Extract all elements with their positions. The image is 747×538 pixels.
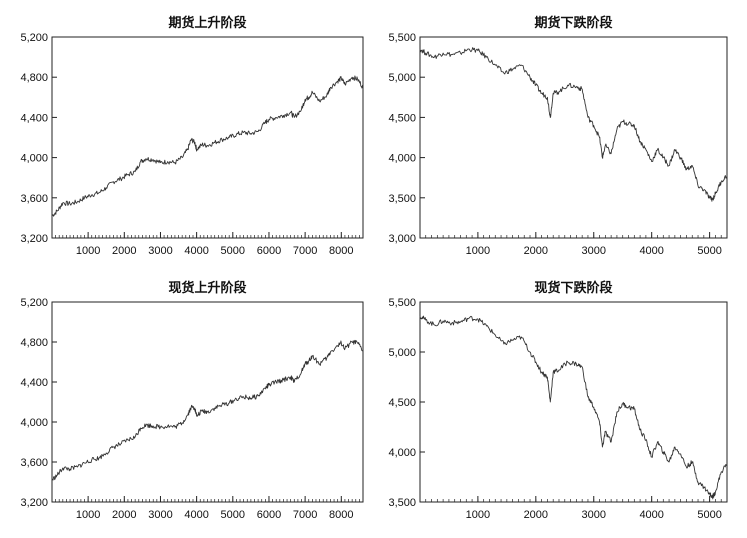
y-tick-label: 3,200 — [20, 233, 48, 245]
plot-frame — [51, 36, 364, 239]
x-tick-label: 5000 — [697, 509, 721, 521]
y-tick-label: 4,000 — [20, 153, 48, 165]
y-tick-label: 4,500 — [388, 397, 416, 409]
x-tick-label: 8000 — [329, 245, 353, 257]
x-tick-label: 2000 — [112, 245, 136, 257]
y-tick-label: 4,000 — [20, 417, 48, 429]
y-tick-label: 5,200 — [20, 32, 48, 44]
chart-title: 现货下跌阶段 — [534, 280, 612, 296]
y-tick-label: 3,600 — [20, 457, 48, 469]
y-tick-label: 5,500 — [388, 297, 416, 309]
y-tick-label: 4,800 — [20, 337, 48, 349]
y-tick-label: 3,200 — [20, 497, 48, 509]
y-tick-label: 3,500 — [388, 193, 416, 205]
x-tick-label: 5000 — [221, 509, 245, 521]
x-tick-label: 1000 — [466, 245, 490, 257]
y-tick-label: 5,200 — [20, 297, 48, 309]
series-line — [51, 339, 364, 481]
y-tick-label: 4,500 — [388, 112, 416, 124]
chart-panel-1: 期货上升阶段 1000 2000 3000 4000 5000 6000 7000 8000 3,… — [20, 15, 364, 257]
x-tick-label: 4000 — [184, 245, 208, 257]
y-tick-label: 5,000 — [388, 72, 416, 84]
x-tick-label: 5000 — [697, 245, 721, 257]
y-tick-label: 3,500 — [388, 497, 416, 509]
x-tick-label: 6000 — [257, 509, 281, 521]
x-tick-label: 1000 — [76, 509, 100, 521]
x-tick-label: 3000 — [148, 245, 172, 257]
y-tick-label: 3,600 — [20, 193, 48, 205]
series-line — [419, 315, 728, 500]
y-tick-label: 5,000 — [388, 347, 416, 359]
x-tick-label: 6000 — [257, 245, 281, 257]
x-tick-label: 4000 — [639, 509, 663, 521]
x-tick-label: 5000 — [221, 245, 245, 257]
x-tick-label: 3000 — [582, 245, 606, 257]
y-tick-label: 4,000 — [388, 447, 416, 459]
chart-panel-4: 现货下跌阶段 1000 2000 3000 4000 5000 3,500 4,000 4,50… — [388, 280, 728, 521]
chart-title: 期货下跌阶段 — [534, 15, 612, 31]
series-line — [51, 75, 364, 217]
y-tick-label: 4,400 — [20, 112, 48, 124]
chart-panel-3: 现货上升阶段 1000 2000 3000 4000 5000 6000 7000 8000 3,… — [20, 280, 364, 521]
x-tick-label: 7000 — [293, 509, 317, 521]
y-tick-label: 4,800 — [20, 72, 48, 84]
x-tick-label: 8000 — [329, 509, 353, 521]
x-tick-label: 3000 — [582, 509, 606, 521]
y-tick-label: 5,500 — [388, 32, 416, 44]
x-tick-label: 3000 — [148, 509, 172, 521]
plot-frame — [419, 301, 728, 503]
x-tick-label: 1000 — [466, 509, 490, 521]
series-line — [419, 47, 728, 202]
x-tick-label: 7000 — [293, 245, 317, 257]
chart-title: 现货上升阶段 — [168, 280, 246, 296]
x-tick-label: 1000 — [76, 245, 100, 257]
x-tick-label: 2000 — [524, 509, 548, 521]
plot-frame — [419, 36, 728, 239]
x-tick-label: 2000 — [524, 245, 548, 257]
y-tick-label: 4,000 — [388, 153, 416, 165]
chart-title: 期货上升阶段 — [168, 15, 246, 31]
x-tick-label: 4000 — [639, 245, 663, 257]
x-tick-label: 2000 — [112, 509, 136, 521]
y-tick-label: 3,000 — [388, 233, 416, 245]
y-tick-label: 4,400 — [20, 377, 48, 389]
chart-panel-2: 期货下跌阶段 1000 2000 3000 4000 5000 3,000 3,500 4,00… — [388, 15, 728, 257]
plot-frame — [51, 301, 364, 503]
x-tick-label: 4000 — [184, 509, 208, 521]
